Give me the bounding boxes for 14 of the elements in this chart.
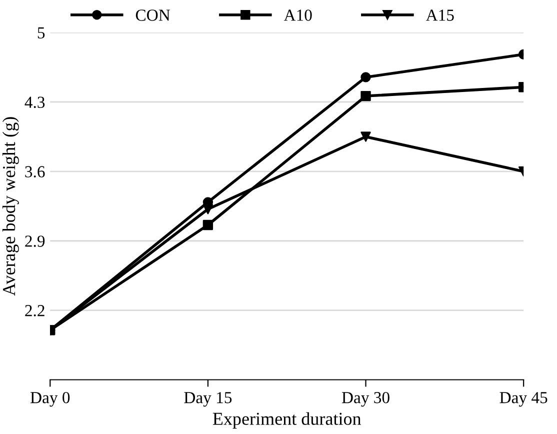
y-tick-label: 5 [38,27,45,38]
legend-label: A15 [426,10,454,21]
x-tick-label: Day 0 [30,392,70,407]
x-tick-label: Day 30 [342,392,390,407]
x-tick-label: Day 15 [184,392,232,407]
y-axis-title: Average body weight (g) [2,117,19,296]
y-tick-label: 4.3 [24,96,45,108]
legend-label: A10 [284,10,312,21]
y-tick-label: 2.9 [25,236,45,247]
y-tick-label: 2.2 [25,305,44,316]
y-tick-label: 3.6 [25,166,45,178]
legend-label: CON [136,10,170,21]
x-tick-label: Day 45 [500,392,548,407]
x-axis-title: Experiment duration [212,412,362,429]
